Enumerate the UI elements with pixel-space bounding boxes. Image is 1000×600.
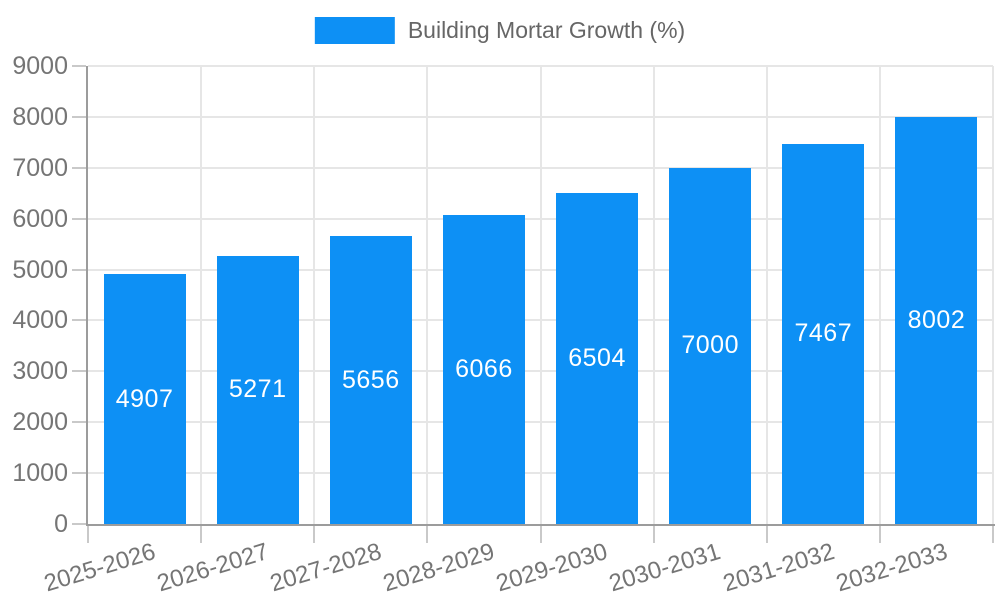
x-tick-label: 2025-2026: [40, 538, 159, 598]
bar-value-label: 6066: [455, 355, 513, 384]
y-tick-mark: [72, 421, 86, 424]
y-tick-mark: [72, 370, 86, 373]
y-tick-label: 5000: [12, 255, 68, 284]
x-tick-mark: [652, 526, 655, 543]
bar-value-label: 6504: [568, 344, 626, 372]
x-tick-mark: [765, 526, 768, 543]
y-tick-mark: [72, 472, 86, 475]
v-gridline: [200, 66, 203, 524]
x-tick-label: 2028-2029: [380, 538, 498, 598]
y-tick-mark: [72, 268, 86, 271]
y-tick-label: 2000: [12, 408, 68, 437]
bar-value-label: 5271: [228, 375, 287, 404]
plot-area: 4907 5271 5656 6066 6504 7000 7467 8002: [88, 65, 994, 524]
y-tick-label: 6000: [12, 204, 68, 233]
x-tick-label: 2027-2028: [267, 538, 385, 598]
y-tick-mark: [72, 166, 86, 169]
x-tick-mark: [992, 526, 994, 543]
bar[interactable]: 7000: [669, 167, 752, 524]
y-tick-mark: [72, 523, 86, 525]
v-gridline: [878, 66, 881, 524]
x-tick-mark: [426, 526, 429, 543]
v-gridline: [539, 66, 542, 524]
bar[interactable]: 6504: [556, 193, 639, 524]
x-tick-label: 2026-2027: [153, 538, 272, 598]
bar-value-label: 5656: [342, 365, 400, 394]
legend-label: Building Mortar Growth (%): [407, 17, 686, 43]
v-gridline: [426, 66, 429, 524]
x-tick-label: 2030-2031: [606, 538, 725, 598]
bar-value-label: 4907: [115, 384, 174, 413]
x-tick-label: 2029-2030: [493, 538, 611, 598]
y-tick-label: 9000: [12, 52, 68, 80]
y-axis-line: [86, 66, 88, 526]
y-tick-label: 1000: [12, 459, 68, 488]
v-gridline: [652, 66, 655, 524]
legend-swatch: [314, 17, 395, 44]
x-tick-label: 2032-2033: [832, 538, 951, 598]
y-tick-mark: [72, 319, 86, 322]
y-tick-label: 7000: [12, 153, 68, 182]
y-tick-label: 8000: [12, 102, 68, 131]
bar[interactable]: 4907: [103, 274, 186, 524]
x-axis-line: [86, 524, 995, 526]
bar[interactable]: 5271: [216, 255, 299, 524]
x-tick-mark: [313, 526, 316, 543]
y-tick-mark: [72, 217, 86, 220]
bar[interactable]: 6066: [442, 215, 525, 524]
x-tick-label: 2031-2032: [719, 538, 838, 598]
v-gridline: [313, 66, 316, 524]
bar[interactable]: 8002: [895, 116, 978, 524]
x-tick-mark: [539, 526, 542, 543]
bar-value-label: 8002: [907, 305, 966, 334]
y-tick-label: 3000: [12, 357, 68, 386]
y-tick-mark: [72, 115, 86, 118]
bar-value-label: 7000: [681, 331, 739, 360]
x-tick-mark: [878, 526, 881, 543]
chart-legend[interactable]: Building Mortar Growth (%): [314, 17, 686, 44]
x-tick-mark: [200, 526, 203, 543]
bar[interactable]: 5656: [329, 236, 412, 524]
bar-value-label: 7467: [794, 319, 853, 348]
v-gridline: [992, 66, 994, 524]
y-tick-label: 4000: [12, 306, 68, 335]
v-gridline: [765, 66, 768, 524]
x-tick-mark: [87, 526, 89, 543]
y-tick-label: 0: [54, 510, 68, 538]
bar[interactable]: 7467: [782, 144, 865, 524]
y-tick-mark: [72, 65, 86, 67]
